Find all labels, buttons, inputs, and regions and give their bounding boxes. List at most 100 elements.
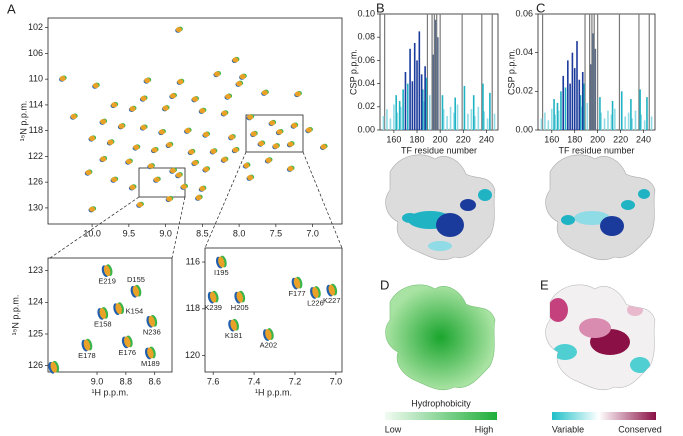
peak [129,184,136,190]
peak-label: H205 [231,303,249,312]
peak [175,172,182,178]
y-tick-label: 0.04 [515,47,533,57]
peak-label: L226 [307,298,324,307]
x-axis-label: ¹H p.p.m. [255,387,292,397]
panel-label: C [536,0,545,15]
x-tick-label: 7.6 [207,376,220,386]
peak [320,144,327,150]
peak [199,108,206,114]
bar [583,83,585,130]
bar [424,66,426,130]
x-tick-label: 240 [479,134,494,144]
bar [624,116,626,130]
peak [85,169,92,176]
bar [470,109,473,130]
bar [428,95,431,130]
colorbar-high: Conserved [618,424,662,434]
peak [158,129,165,135]
peak [239,73,246,80]
bar [614,108,616,130]
bar [540,118,543,130]
peak [50,361,58,373]
bar [594,48,597,130]
x-tick-label: 8.6 [148,376,161,386]
bar [620,91,623,130]
bar [446,116,448,130]
peak [99,307,107,319]
bar [643,120,646,130]
peak [148,315,156,327]
peak [184,128,191,134]
bar [467,113,469,130]
peak [136,202,143,208]
zoom-line [171,196,186,259]
bar [589,64,592,130]
y-tick-label: 102 [28,22,43,32]
bar [646,97,648,130]
zoom-box [245,114,304,153]
peak-label: N236 [143,327,161,336]
bar [547,120,550,130]
peak [177,79,184,85]
x-tick-label: 160 [386,134,401,144]
bar [550,108,553,130]
peak [312,286,319,298]
peak [103,265,111,277]
peak [144,77,151,84]
zoom-box [138,167,186,198]
protein-surface [545,154,656,261]
bar [556,102,559,130]
peak [214,71,221,77]
y-tick-label: 126 [28,360,43,370]
peak [203,131,210,138]
peak [166,142,173,148]
bar [639,89,641,130]
bar [564,87,567,130]
x-tick-label: 160 [544,134,559,144]
bar [567,60,569,130]
bar [441,95,444,130]
peak [230,319,237,331]
peak [192,160,198,166]
peak [192,96,198,102]
bar [393,104,395,130]
bar [386,109,388,130]
colorbar [385,412,497,420]
bar [573,68,576,130]
bar [557,110,560,130]
panel-label: A [7,1,16,16]
peak [265,157,272,163]
bar [398,101,401,130]
x-tick-label: 9.5 [123,228,136,238]
panel-label: E [540,277,549,292]
bar [634,110,637,130]
colorbar [552,412,656,420]
peak-label: E178 [78,351,96,360]
y-tick-label: 118 [29,125,43,135]
bar [560,91,562,130]
y-tick-label: 0.04 [357,78,375,88]
bar [420,74,423,130]
plot-frame [47,257,173,373]
peak [276,129,283,135]
y-tick-label: 0.10 [357,8,375,18]
plot-frame [47,17,343,225]
bar [396,112,399,130]
peak [175,26,182,33]
panel-label: B [376,0,385,15]
bar [576,41,578,130]
bar [483,111,485,130]
peak [294,91,301,97]
peak [195,195,202,201]
bar [554,114,557,130]
x-tick-label: 10.0 [83,228,101,238]
bar [586,102,589,130]
x-tick-label: 180 [410,134,425,144]
peak-label: A202 [260,341,278,350]
bar [631,118,633,130]
peak-label: I195 [214,268,229,277]
bar [389,118,392,130]
y-tick-label: 116 [186,256,200,266]
x-tick-label: 200 [590,134,605,144]
